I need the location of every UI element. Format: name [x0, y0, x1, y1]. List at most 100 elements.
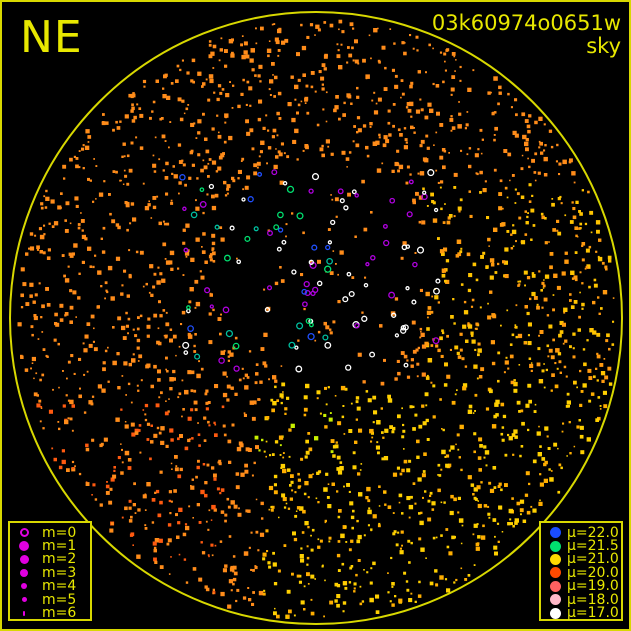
star-mark — [33, 377, 35, 380]
star-mark — [364, 276, 367, 279]
star-mark — [521, 112, 526, 117]
star-mark — [342, 405, 345, 407]
star-mark — [212, 44, 217, 49]
magnitude-label: m=1 — [42, 538, 77, 555]
star-mark — [195, 137, 198, 139]
star-mark — [333, 108, 337, 113]
star-mark — [238, 507, 240, 510]
star-mark — [611, 343, 615, 346]
star-mark — [20, 354, 23, 358]
star-mark — [301, 531, 305, 534]
star-mark — [468, 273, 473, 278]
star-mark — [57, 205, 62, 210]
catalog-star-marker — [267, 230, 273, 237]
star-mark — [106, 290, 109, 294]
star-mark — [551, 373, 555, 377]
star-mark — [572, 207, 576, 211]
star-mark — [57, 421, 60, 423]
star-mark — [453, 581, 456, 584]
catalog-star-marker — [190, 211, 198, 219]
star-mark — [225, 93, 230, 98]
star-mark — [258, 449, 261, 452]
star-mark — [550, 389, 553, 392]
star-mark — [132, 92, 135, 95]
star-mark — [413, 127, 415, 129]
star-mark — [159, 272, 163, 276]
catalog-star-marker — [345, 364, 352, 371]
star-mark — [144, 524, 147, 527]
star-mark — [479, 128, 483, 132]
star-mark — [479, 170, 483, 175]
star-mark — [461, 357, 465, 361]
star-mark — [138, 354, 143, 359]
star-mark — [432, 384, 436, 388]
star-mark — [165, 444, 169, 448]
star-mark — [84, 145, 90, 150]
star-mark — [420, 108, 424, 112]
star-mark — [86, 370, 89, 373]
star-mark — [575, 200, 579, 204]
star-mark — [464, 578, 468, 581]
star-mark — [131, 432, 136, 437]
star-mark — [532, 459, 537, 464]
star-mark — [465, 339, 469, 343]
star-mark — [90, 314, 95, 319]
star-mark — [410, 592, 413, 595]
star-mark — [156, 340, 160, 345]
star-mark — [342, 601, 347, 605]
star-mark — [533, 171, 537, 174]
star-mark — [131, 103, 134, 107]
star-mark — [74, 465, 76, 467]
star-mark — [193, 122, 196, 125]
star-mark — [530, 369, 533, 372]
star-mark — [518, 364, 521, 366]
star-mark — [377, 451, 380, 455]
star-mark — [399, 550, 404, 555]
catalog-star-marker — [186, 305, 191, 310]
star-mark — [176, 64, 180, 68]
star-mark — [251, 147, 255, 151]
star-mark — [310, 548, 314, 552]
star-mark — [31, 356, 36, 362]
star-mark — [137, 508, 141, 512]
star-mark — [130, 422, 135, 427]
star-mark — [480, 152, 483, 155]
star-mark — [193, 389, 197, 393]
catalog-star-marker — [411, 299, 417, 305]
star-mark — [285, 235, 287, 238]
catalog-star-marker — [324, 265, 332, 273]
star-mark — [274, 385, 277, 389]
star-mark — [127, 458, 132, 462]
star-mark — [434, 569, 438, 573]
star-mark — [419, 98, 422, 101]
star-mark — [226, 187, 230, 191]
star-mark — [408, 516, 411, 519]
star-mark — [81, 260, 85, 264]
star-mark — [539, 473, 542, 476]
star-mark — [470, 305, 474, 308]
star-mark — [230, 565, 235, 570]
star-mark — [262, 552, 267, 557]
star-mark — [78, 166, 81, 169]
star-mark — [365, 74, 370, 79]
star-mark — [387, 505, 392, 509]
star-mark — [425, 71, 427, 74]
star-mark — [153, 364, 157, 369]
star-mark — [473, 496, 477, 500]
star-mark — [459, 348, 463, 352]
star-mark — [464, 365, 468, 368]
star-mark — [280, 365, 283, 367]
star-mark — [387, 121, 391, 125]
star-mark — [132, 353, 135, 356]
star-mark — [157, 513, 162, 518]
star-mark — [350, 565, 354, 568]
star-mark — [515, 335, 518, 339]
star-mark — [179, 434, 183, 438]
star-mark — [227, 439, 232, 444]
star-mark — [130, 141, 134, 145]
star-mark — [190, 122, 195, 127]
star-mark — [524, 119, 529, 123]
star-mark — [599, 405, 602, 407]
star-mark — [242, 596, 247, 600]
star-mark — [146, 422, 151, 426]
